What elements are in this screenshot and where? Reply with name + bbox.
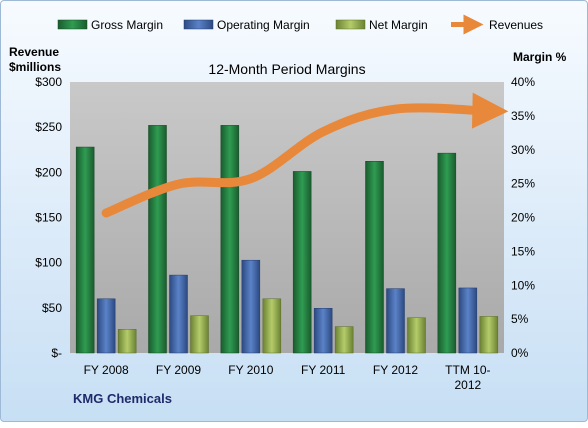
legend-item-revenues: Revenues <box>451 14 543 35</box>
y-tick-left: $150 <box>35 211 62 225</box>
bar-operating-margin <box>313 308 333 354</box>
y-tick-right: 25% <box>511 177 535 191</box>
y-tick-left: $200 <box>35 165 62 179</box>
y-tick-left: $- <box>51 346 62 360</box>
y-tick-right: 35% <box>511 109 535 123</box>
bar-net-margin <box>407 317 426 354</box>
x-tick-label: FY 2012 <box>373 363 418 377</box>
y-axis-right-title: Margin % <box>513 50 567 64</box>
x-tick-label: FY 2010 <box>228 363 273 377</box>
legend-label-net-margin: Net Margin <box>369 18 428 32</box>
y-tick-left: $100 <box>35 256 62 270</box>
company-name: KMG Chemicals <box>73 391 172 406</box>
y-axis-left: $- $50 $100 $150 $200 $250 $300 <box>35 75 62 360</box>
bar-gross-margin <box>220 125 240 354</box>
bar-operating-margin <box>458 287 478 354</box>
y-tick-right: 15% <box>511 244 535 258</box>
y-tick-left: $50 <box>42 301 62 315</box>
y-tick-right: 5% <box>511 312 529 326</box>
bar-net-margin <box>190 315 209 354</box>
y-tick-left: $300 <box>35 75 62 89</box>
x-tick-label: TTM 10- <box>445 363 490 377</box>
bar-net-margin <box>117 329 137 354</box>
revenues-line <box>101 92 509 218</box>
bar-net-margin <box>262 298 282 354</box>
y-tick-right: 20% <box>511 211 535 225</box>
bar-gross-margin <box>365 161 384 354</box>
legend-item-operating-margin: Operating Margin <box>183 18 310 32</box>
x-axis: FY 2008 FY 2009 FY 2010 FY 2011 FY 2012 TTM 1… <box>84 363 491 392</box>
bar-operating-margin <box>169 274 188 354</box>
chart-title: 12-Month Period Margins <box>208 61 365 77</box>
y-tick-right: 0% <box>511 346 529 360</box>
legend-label-revenues: Revenues <box>489 18 543 32</box>
bar-operating-margin <box>241 259 261 354</box>
legend-item-gross-margin: Gross Margin <box>57 18 163 32</box>
y-tick-right: 40% <box>511 75 535 89</box>
legend-label-operating-margin: Operating Margin <box>217 18 310 32</box>
bar-gross-margin <box>75 146 95 354</box>
x-tick-label: FY 2008 <box>84 363 129 377</box>
y-axis-right: 0% 5% 10% 15% 20% 25% 30% 35% 40% <box>511 75 535 360</box>
y-tick-right: 30% <box>511 143 535 157</box>
bar-operating-margin <box>96 298 116 354</box>
x-tick-label: FY 2009 <box>156 363 201 377</box>
y-axis-left-title-line1: Revenue <box>9 45 59 59</box>
x-tick-label: FY 2011 <box>301 363 346 377</box>
bar-net-margin <box>334 326 354 354</box>
x-tick-label: 2012 <box>454 378 481 392</box>
y-tick-right: 10% <box>511 278 535 292</box>
legend: Gross Margin Operating Margin Net Margin… <box>57 14 543 35</box>
bar-gross-margin <box>437 152 457 354</box>
bar-net-margin <box>479 316 499 354</box>
revenue-series <box>101 92 509 218</box>
legend-item-net-margin: Net Margin <box>335 18 428 32</box>
bar-operating-margin <box>386 288 405 354</box>
y-tick-left: $250 <box>35 120 62 134</box>
bar-gross-margin <box>148 125 167 354</box>
bar-gross-margin <box>292 171 312 354</box>
plot-area <box>70 82 504 353</box>
y-axis-left-title-line2: $millions <box>9 60 61 74</box>
legend-label-gross-margin: Gross Margin <box>91 18 163 32</box>
